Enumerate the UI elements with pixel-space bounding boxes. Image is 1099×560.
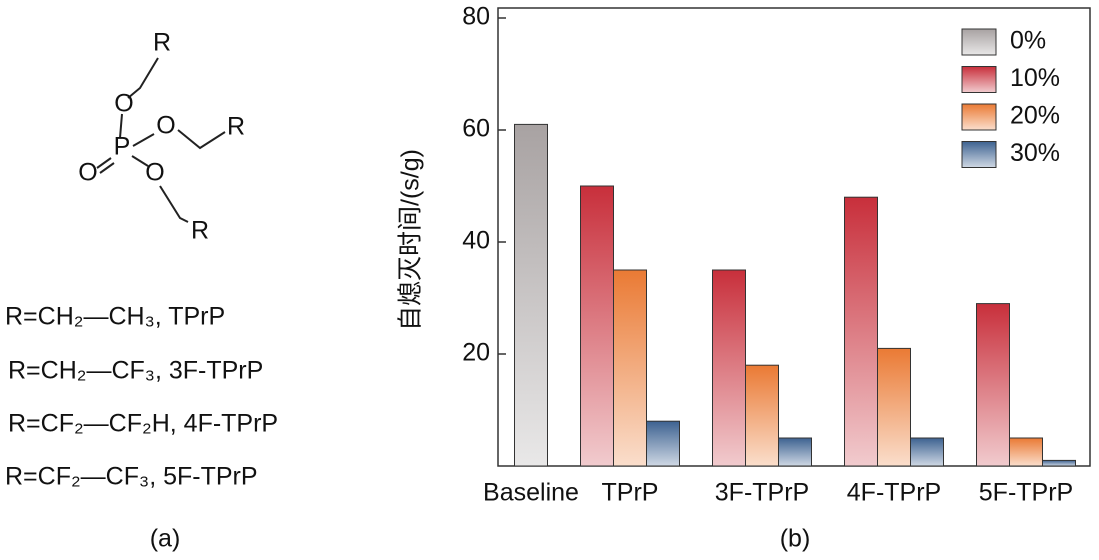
atom: O <box>78 159 97 187</box>
atom: O <box>156 112 175 140</box>
bar <box>1009 437 1043 467</box>
x-tick-label: 3F-TPrP <box>715 479 809 507</box>
legend-label: 30% <box>1010 139 1060 167</box>
x-tick-label: 4F-TPrP <box>847 479 941 507</box>
bar <box>646 420 680 467</box>
caption: (b) <box>780 525 811 553</box>
bar <box>712 269 746 467</box>
definition: R=CH₂—CF₃, 3F-TPrP <box>8 357 263 385</box>
bond <box>177 129 226 150</box>
legend-swatch <box>961 66 997 93</box>
x-tick-label: TPrP <box>602 479 659 507</box>
bar <box>976 303 1010 467</box>
y-tick-label: 60 <box>462 115 490 143</box>
atom: O <box>145 159 164 187</box>
bar <box>877 347 911 467</box>
bar <box>580 185 614 467</box>
bar <box>514 123 548 467</box>
atom: R <box>227 113 245 141</box>
x-tick-label: 5F-TPrP <box>979 479 1073 507</box>
bar <box>844 196 878 467</box>
bond <box>132 133 155 147</box>
caption: (a) <box>150 525 181 553</box>
legend-label: 20% <box>1010 102 1060 130</box>
bar <box>745 364 779 467</box>
y-axis-title: 自熄灭时间/(s/g) <box>397 149 425 331</box>
bond <box>131 155 149 167</box>
double-bond <box>96 157 115 174</box>
definition: R=CF₂—CF₃, 5F-TPrP <box>5 463 258 491</box>
bond <box>159 185 189 223</box>
y-tick-label: 40 <box>462 227 490 255</box>
legend-swatch <box>961 103 997 131</box>
structure: R O O R P O O R <box>78 29 245 245</box>
definition: R=CH₂—CH₃, TPrP <box>5 303 225 331</box>
definition: R=CF₂—CF₂H, 4F-TPrP <box>8 410 278 438</box>
atom: P <box>114 133 131 161</box>
x-tick-label: Baseline <box>483 479 579 507</box>
atom: R <box>191 217 209 245</box>
bar <box>910 437 944 467</box>
y-tick-label: 80 <box>462 3 490 31</box>
bar <box>613 269 647 467</box>
legend-label: 10% <box>1010 64 1060 92</box>
bar <box>778 437 812 467</box>
legend-label: 0% <box>1010 27 1046 55</box>
legend-swatch <box>961 28 997 56</box>
y-tick-label: 20 <box>462 339 490 367</box>
bar <box>1042 459 1076 467</box>
legend-swatch <box>961 141 997 168</box>
atom: O <box>114 90 133 118</box>
bond <box>127 57 159 99</box>
bond <box>119 113 123 139</box>
atom: R <box>153 29 171 57</box>
